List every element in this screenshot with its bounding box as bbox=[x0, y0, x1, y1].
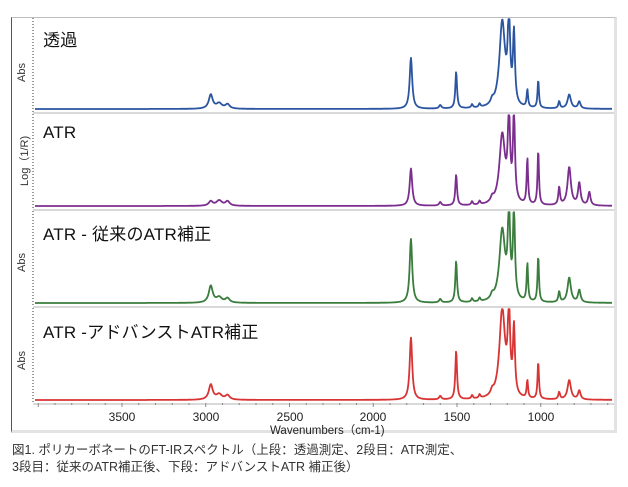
x-tick-3500: 3500 bbox=[108, 410, 136, 424]
figure-caption: 図1. ポリカーボネートのFT-IRスペクトル（上段：透過測定、2段目：ATR測… bbox=[12, 442, 462, 476]
y-axis-label-1: Abs bbox=[16, 63, 28, 82]
y-axis-label-4: Abs bbox=[16, 351, 28, 370]
x-tick-1500: 1500 bbox=[443, 410, 471, 424]
spectrum-line-1 bbox=[34, 18, 613, 110]
panel-title-atr-advanced: ATR -アドバンストATR補正 bbox=[43, 323, 259, 342]
panel-title-atr: ATR bbox=[43, 123, 77, 142]
x-axis-label: Wavenumbers（cm-1) bbox=[270, 425, 385, 437]
caption-line-2: 3段目：従来のATR補正後、下段：アドバンストATR 補正後） bbox=[12, 460, 359, 474]
chart-frame bbox=[11, 17, 617, 433]
caption-line-1: 図1. ポリカーボネートのFT-IRスペクトル（上段：透過測定、2段目：ATR測… bbox=[12, 443, 463, 457]
x-tick-1000: 1000 bbox=[527, 410, 555, 424]
y-axis-label-3: Abs bbox=[16, 253, 28, 272]
panel-title-atr-conventional: ATR - 従来のATR補正 bbox=[43, 225, 212, 244]
spectrum-line-2 bbox=[34, 114, 613, 207]
spectrum-line-4 bbox=[34, 308, 613, 401]
x-tick-2000: 2000 bbox=[359, 410, 387, 424]
x-tick-3000: 3000 bbox=[192, 410, 220, 424]
panel-title-transmission: 透過 bbox=[43, 31, 78, 50]
x-tick-2500: 2500 bbox=[276, 410, 304, 424]
spectrum-line-3 bbox=[34, 211, 613, 304]
y-axis-label-2: Log（1/R) bbox=[19, 135, 31, 186]
